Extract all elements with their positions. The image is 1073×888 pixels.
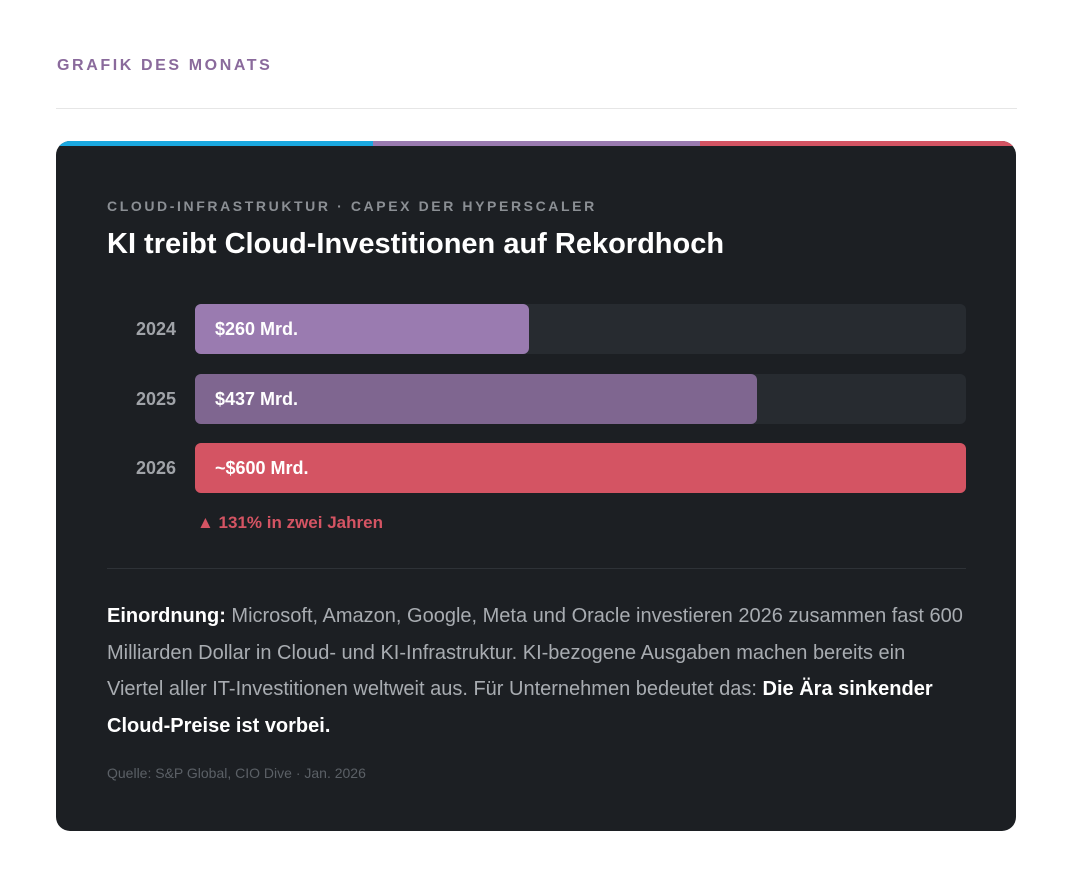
source: Quelle: S&P Global, CIO Dive · Jan. 2026	[107, 765, 366, 781]
value-label: $260 Mrd.	[215, 319, 299, 339]
commentary-text: Microsoft, Amazon, Google, Meta und Orac…	[107, 605, 963, 700]
commentary: Einordnung: Microsoft, Amazon, Google, M…	[107, 598, 967, 744]
chart-card: CLOUD-INFRASTRUKTUR · CAPEX DER HYPERSCA…	[56, 141, 1016, 831]
accent-stripe	[373, 141, 700, 146]
commentary-label: Einordnung:	[107, 605, 226, 627]
category-label: 2025	[135, 388, 176, 409]
bar	[195, 304, 530, 354]
chart-subtitle: CLOUD-INFRASTRUKTUR · CAPEX DER HYPERSCA…	[107, 198, 597, 214]
commentary-emphasis: Die Ära sinkender Cloud-Preise ist vorbe…	[107, 678, 933, 737]
accent-stripe	[700, 141, 1016, 146]
divider	[107, 568, 966, 569]
category-label: 2024	[135, 319, 176, 339]
value-label: ~$600 Mrd.	[215, 458, 309, 478]
accent-stripe	[56, 141, 373, 146]
bar	[195, 443, 966, 493]
category-label: 2026	[135, 458, 176, 478]
bar	[195, 373, 757, 424]
divider	[56, 108, 1017, 109]
value-label: $437 Mrd.	[215, 388, 299, 409]
chart-title: KI treibt Cloud-Investitionen auf Rekord…	[107, 228, 725, 260]
section-header: GRAFIK DES MONATS	[57, 57, 273, 74]
annotation: ▲ 131% in zwei Jahren	[197, 513, 383, 532]
